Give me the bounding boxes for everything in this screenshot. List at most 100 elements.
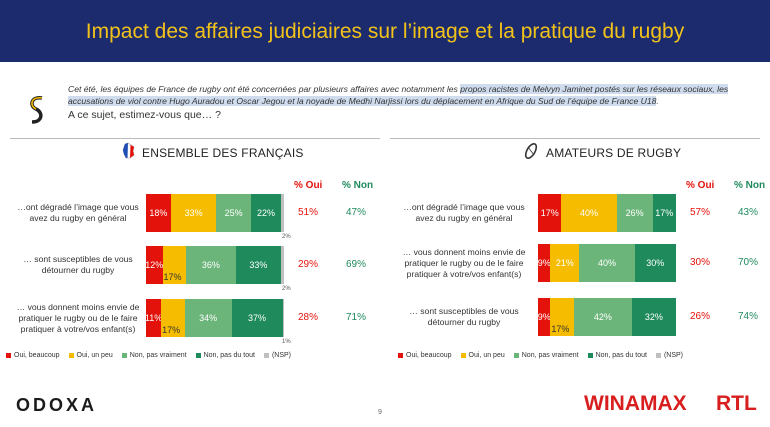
bar-segment: 37% [231,299,283,337]
section-divider-left [10,138,380,139]
row-label: … sont susceptibles de vous détourner du… [23,254,133,275]
data-label: 11% [144,313,163,323]
section-title-left: ENSEMBLE DES FRANÇAIS [142,146,304,160]
legend-swatch [460,353,466,358]
data-label: 17% [655,208,674,218]
legend-swatch [655,353,661,358]
france-flag-icon [122,142,135,159]
data-label: 40% [580,208,599,218]
bar-segment: 32% [631,298,676,336]
data-label: 21% [555,258,574,268]
col-head-non-right: % Non [734,180,766,191]
nsp-label: 1% [282,339,291,345]
legend-swatch [513,353,519,358]
bar-segment: 17% [161,299,185,337]
pct-oui-value: 30% [689,257,710,268]
pct-non-value: 69% [345,259,366,270]
pct-non-value: 47% [345,207,366,218]
pct-oui-value: 28% [297,312,318,323]
legend-swatch [587,353,593,358]
bar-segment: 40% [579,244,635,282]
rtl-logo: RTL [716,392,757,415]
page-number: 9 [378,409,382,416]
legend-label: Non, pas vraiment [129,352,187,359]
data-label: 33% [249,260,268,270]
bar-segment: 17% [162,246,186,284]
bar-segment: 40% [561,194,617,232]
bar-segment: 33% [235,246,282,284]
bar-segment: 17% [550,298,574,336]
data-label: 26% [625,208,644,218]
legend-swatch [121,353,127,358]
stacked-bar: 9% 21% 40% 30% [538,244,676,282]
bar-segment: 9% [538,298,551,336]
bar-segment: 42% [573,298,632,336]
row-label: … vous donnent moins envie de pratiquer … [16,301,140,334]
legend-item: Oui, un peu [68,352,113,359]
bar-segment: 17% [538,194,562,232]
pct-non-value: 71% [345,312,366,323]
legend-swatch [263,353,269,358]
data-label: 25% [224,208,243,218]
stacked-bar: 17% 40% 26% 17% [538,194,676,232]
legend-left: Oui, beaucoup Oui, un peu Non, pas vraim… [6,352,291,359]
legend-label: Non, pas du tout [203,352,255,359]
bar-segment: 11% [144,299,163,337]
odoxa-swirl-icon [30,96,43,124]
bar-segment: 33% [170,194,217,232]
rugby-ball-icon [524,142,538,160]
data-label: 17% [540,208,559,218]
legend-label: Oui, un peu [76,352,113,359]
col-head-oui-right: % Oui [686,180,715,191]
nsp-label: 2% [282,234,291,240]
bar-segment: 18% [146,194,171,232]
pct-oui-value: 26% [689,311,710,322]
legend-item: Non, pas du tout [195,352,255,359]
bar-segment: 34% [184,299,232,337]
intro-text-before: Cet été, les équipes de France de rugby … [68,84,461,94]
bar-segment: 21% [550,244,580,282]
page-title: Impact des affaires judiciaires sur l’im… [85,20,685,43]
bar-segment [281,194,284,232]
legend-item: Non, pas du tout [587,352,647,359]
bar-segment [282,299,284,337]
stacked-bar: 9% 17% 42% 32% [538,298,676,336]
intro-text-after: . [656,95,659,106]
data-label: 30% [646,258,665,268]
pct-oui-value: 29% [297,259,318,270]
bar-segment: 26% [616,194,653,232]
question-text: A ce sujet, estimez-vous que… ? [68,109,221,121]
legend-item: Oui, un peu [460,352,505,359]
row-label: … sont susceptibles de vous détourner du… [409,306,519,327]
col-head-non-left: % Non [342,180,374,191]
odoxa-logo: ODOXA [16,395,98,415]
legend-item: Non, pas vraiment [121,352,187,359]
pct-oui-value: 51% [297,207,318,218]
data-label: 17% [163,272,182,282]
data-label: 17% [162,325,181,335]
pct-non-value: 43% [737,207,758,218]
legend-swatch [6,353,11,358]
data-label: 17% [551,324,570,334]
legend-item: Non, pas vraiment [513,352,579,359]
bar-segment: 9% [538,244,551,282]
data-label: 37% [248,313,267,323]
data-label: 22% [257,208,276,218]
legend-swatch [68,353,74,358]
legend-label: Non, pas vraiment [521,352,579,359]
legend-label: Oui, beaucoup [14,352,60,359]
row-label: …ont dégradé l’image que vous avez du ru… [17,202,139,223]
legend-swatch [398,353,403,358]
col-head-oui-left: % Oui [294,180,323,191]
pct-non-value: 70% [737,257,758,268]
data-label: 36% [201,260,220,270]
bar-segment: 17% [652,194,676,232]
legend-label: (NSP) [663,352,683,359]
bar-segment: 25% [216,194,251,232]
bar-segment: 36% [186,246,236,284]
pct-oui-value: 57% [689,207,710,218]
data-label: 34% [199,313,218,323]
legend-item: Oui, beaucoup [6,352,60,359]
pct-non-value: 74% [737,311,758,322]
legend-label: Oui, beaucoup [406,352,452,359]
